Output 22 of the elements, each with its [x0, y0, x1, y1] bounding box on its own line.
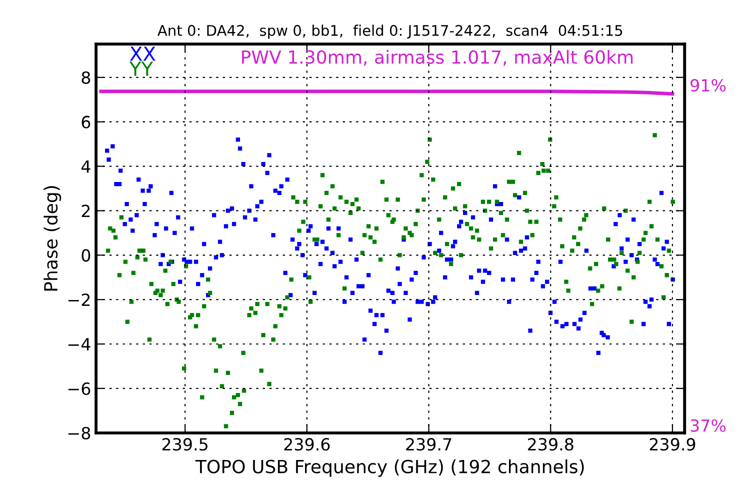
x-tick-label: 239.9 [650, 438, 696, 451]
x-tick-label: 239.8 [528, 438, 574, 451]
y-tick-label: 0 [82, 249, 90, 262]
y-tick-label: −2 [68, 294, 90, 306]
y-tick-label: 6 [82, 116, 90, 128]
y-axis-title: Phase (deg) [44, 186, 62, 291]
y2-tick-label: 91% [690, 79, 726, 92]
chart-title: Ant 0: DA42, spw 0, bb1, field 0: J1517-2422, scan4 04:51:15 [158, 24, 622, 39]
x-tick-label: 239.5 [162, 438, 208, 451]
text: YY [129, 62, 154, 76]
y-tick-label: 8 [82, 71, 90, 84]
x-tick-label: 239.6 [284, 438, 330, 451]
y2-tick-label: 37% [690, 419, 726, 432]
text: XX [130, 46, 156, 61]
x-tick-label: 239.7 [406, 438, 452, 451]
y-tick-label: −4 [68, 338, 90, 350]
y-tick-label: −6 [68, 382, 90, 395]
y-tick-label: 4 [81, 160, 90, 173]
y-tick-label: −8 [68, 426, 90, 440]
annotation: PWV 1.30mm, airmass 1.017, maxAlt 60km [242, 50, 633, 66]
x-axis-title: TOPO USB Frequency (GHz) (192 channels) [195, 459, 584, 477]
y-tick-label: 2 [82, 204, 90, 218]
